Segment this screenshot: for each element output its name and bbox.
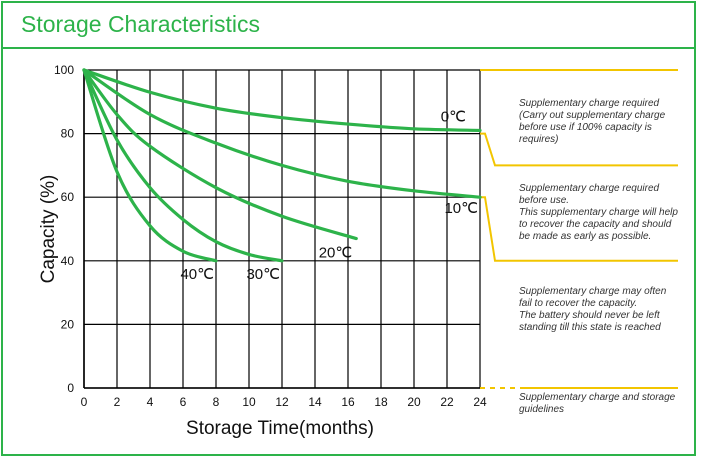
- x-axis-label: Storage Time(months): [186, 418, 374, 439]
- zone-line: [480, 132, 678, 167]
- y-tick-label: 80: [61, 127, 75, 141]
- title-bar: Storage Characteristics: [3, 3, 694, 49]
- zone-note-2-line: Supplementary charge required: [519, 183, 660, 194]
- page-title: Storage Characteristics: [21, 11, 261, 37]
- y-tick-label: 60: [61, 190, 75, 204]
- zone-note-3-line: The battery should never be left: [519, 310, 660, 321]
- x-tick-label: 20: [407, 395, 421, 409]
- zone-note-4: Supplementary charge and storage guideli…: [519, 392, 689, 416]
- zone-note-1-line: Supplementary charge required: [519, 98, 660, 109]
- y-axis-label: Capacity (%): [38, 175, 59, 284]
- x-tick-label: 0: [81, 395, 88, 409]
- y-tick-label: 20: [61, 317, 75, 331]
- x-tick-label: 6: [180, 395, 187, 409]
- x-tick-label: 18: [374, 395, 388, 409]
- x-tick-label: 22: [440, 395, 454, 409]
- x-tick-label: 10: [242, 395, 256, 409]
- series-line-10c: [82, 68, 482, 199]
- series-label: 10℃: [444, 200, 478, 217]
- series-line-20c: [82, 68, 358, 241]
- zone-note-3-line: fail to recover the capacity.: [519, 298, 638, 309]
- x-tick-label: 8: [213, 395, 220, 409]
- x-tick-label: 14: [308, 395, 322, 409]
- y-tick-label: 0: [67, 381, 74, 395]
- zone-note-3-line: standing till this state is reached: [519, 322, 661, 333]
- zone-note-2-line: to recover the capacity and should: [519, 219, 672, 230]
- y-tick-label: 100: [54, 63, 74, 77]
- series-label: 40℃: [180, 266, 214, 283]
- series-label: 20℃: [319, 245, 353, 262]
- zone-note-4-line: guidelines: [519, 404, 565, 415]
- zone-line: [480, 196, 678, 262]
- zone-note-1-line: before use if 100% capacity is: [519, 122, 652, 133]
- series-line-0c: [82, 68, 482, 133]
- x-tick-label: 24: [473, 395, 487, 409]
- zone-note-2: Supplementary charge required before use…: [519, 183, 689, 243]
- x-tick-label: 16: [341, 395, 355, 409]
- zone-note-3-line: Supplementary charge may often: [519, 286, 667, 297]
- zone-note-2-line: before use.: [519, 195, 570, 206]
- x-tick-label: 12: [275, 395, 289, 409]
- y-tick-label: 40: [61, 254, 75, 268]
- series-label: 30℃: [246, 266, 280, 283]
- zone-note-1-line: (Carry out supplementary charge: [519, 110, 666, 121]
- series-line-40c: [82, 68, 218, 263]
- series-line-30c: [82, 68, 284, 263]
- zone-note-1: Supplementary charge required (Carry out…: [519, 98, 689, 146]
- zone-note-3: Supplementary charge may often fail to r…: [519, 286, 689, 334]
- zone-note-4-line: Supplementary charge and storage: [519, 392, 676, 403]
- zone-note-1-line: requires): [519, 134, 559, 145]
- series-label: 0℃: [441, 108, 466, 125]
- x-tick-label: 2: [114, 395, 121, 409]
- zone-note-2-line: This supplementary charge will help: [519, 207, 678, 218]
- x-tick-label: 4: [147, 395, 154, 409]
- zone-note-2-line: be made as early as possible.: [519, 231, 652, 242]
